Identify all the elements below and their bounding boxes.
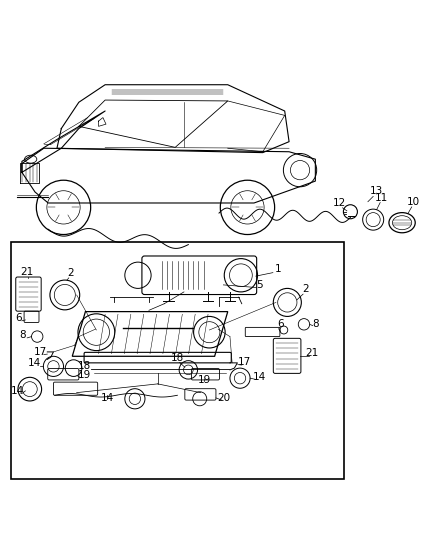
Text: 18: 18	[171, 353, 184, 362]
Bar	[11, 243, 344, 479]
Text: 13: 13	[370, 186, 383, 196]
Text: 14: 14	[11, 386, 24, 397]
Text: 2: 2	[302, 284, 309, 294]
Text: 8: 8	[19, 330, 26, 341]
Text: 11: 11	[374, 193, 388, 203]
Text: 14: 14	[253, 373, 266, 382]
Text: 12: 12	[333, 198, 346, 208]
Text: 19: 19	[78, 370, 91, 380]
Text: 19: 19	[198, 375, 211, 385]
Text: 20: 20	[218, 393, 231, 403]
Text: 2: 2	[67, 268, 74, 278]
Text: 17: 17	[34, 346, 47, 357]
Text: 21: 21	[305, 348, 318, 358]
Text: 14: 14	[101, 392, 114, 402]
Text: 5: 5	[256, 280, 263, 290]
Text: 1: 1	[275, 264, 282, 274]
Text: 10: 10	[406, 197, 420, 207]
Text: 17: 17	[238, 358, 251, 367]
Text: 8: 8	[312, 319, 319, 328]
Text: 6: 6	[277, 319, 284, 329]
Text: 18: 18	[78, 360, 91, 370]
Text: 6: 6	[15, 313, 22, 323]
Text: 21: 21	[21, 267, 34, 277]
Text: 14: 14	[28, 358, 41, 368]
